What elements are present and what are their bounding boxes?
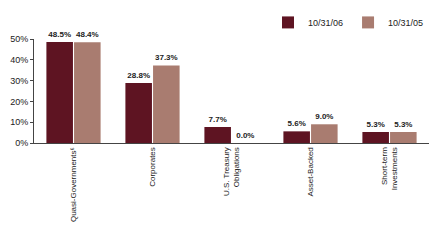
svg-text:0%: 0%: [15, 138, 28, 148]
svg-text:10/31/05: 10/31/05: [388, 18, 423, 28]
svg-text:7.7%: 7.7%: [209, 115, 227, 124]
svg-text:0.0%: 0.0%: [236, 131, 254, 140]
svg-text:5.3%: 5.3%: [367, 120, 385, 129]
svg-text:37.3%: 37.3%: [155, 53, 178, 62]
svg-text:U.S. TreasuryObligations: U.S. TreasuryObligations: [222, 147, 241, 196]
svg-text:28.8%: 28.8%: [127, 71, 150, 80]
svg-text:40%: 40%: [10, 55, 28, 65]
svg-text:20%: 20%: [10, 97, 28, 107]
svg-text:10/31/06: 10/31/06: [308, 18, 343, 28]
svg-text:Quasi-Governments⁶: Quasi-Governments⁶: [69, 147, 78, 222]
svg-text:9.0%: 9.0%: [315, 112, 333, 121]
svg-text:50%: 50%: [10, 34, 28, 44]
svg-text:5.6%: 5.6%: [288, 119, 306, 128]
svg-text:48.4%: 48.4%: [76, 30, 99, 39]
svg-text:Asset-Backed: Asset-Backed: [306, 147, 315, 196]
svg-text:48.5%: 48.5%: [48, 30, 71, 39]
svg-text:30%: 30%: [10, 76, 28, 86]
svg-text:Short-termInvestments: Short-termInvestments: [380, 147, 399, 190]
svg-text:10%: 10%: [10, 117, 28, 127]
svg-text:Corporates: Corporates: [148, 147, 157, 187]
svg-text:5.3%: 5.3%: [394, 120, 412, 129]
